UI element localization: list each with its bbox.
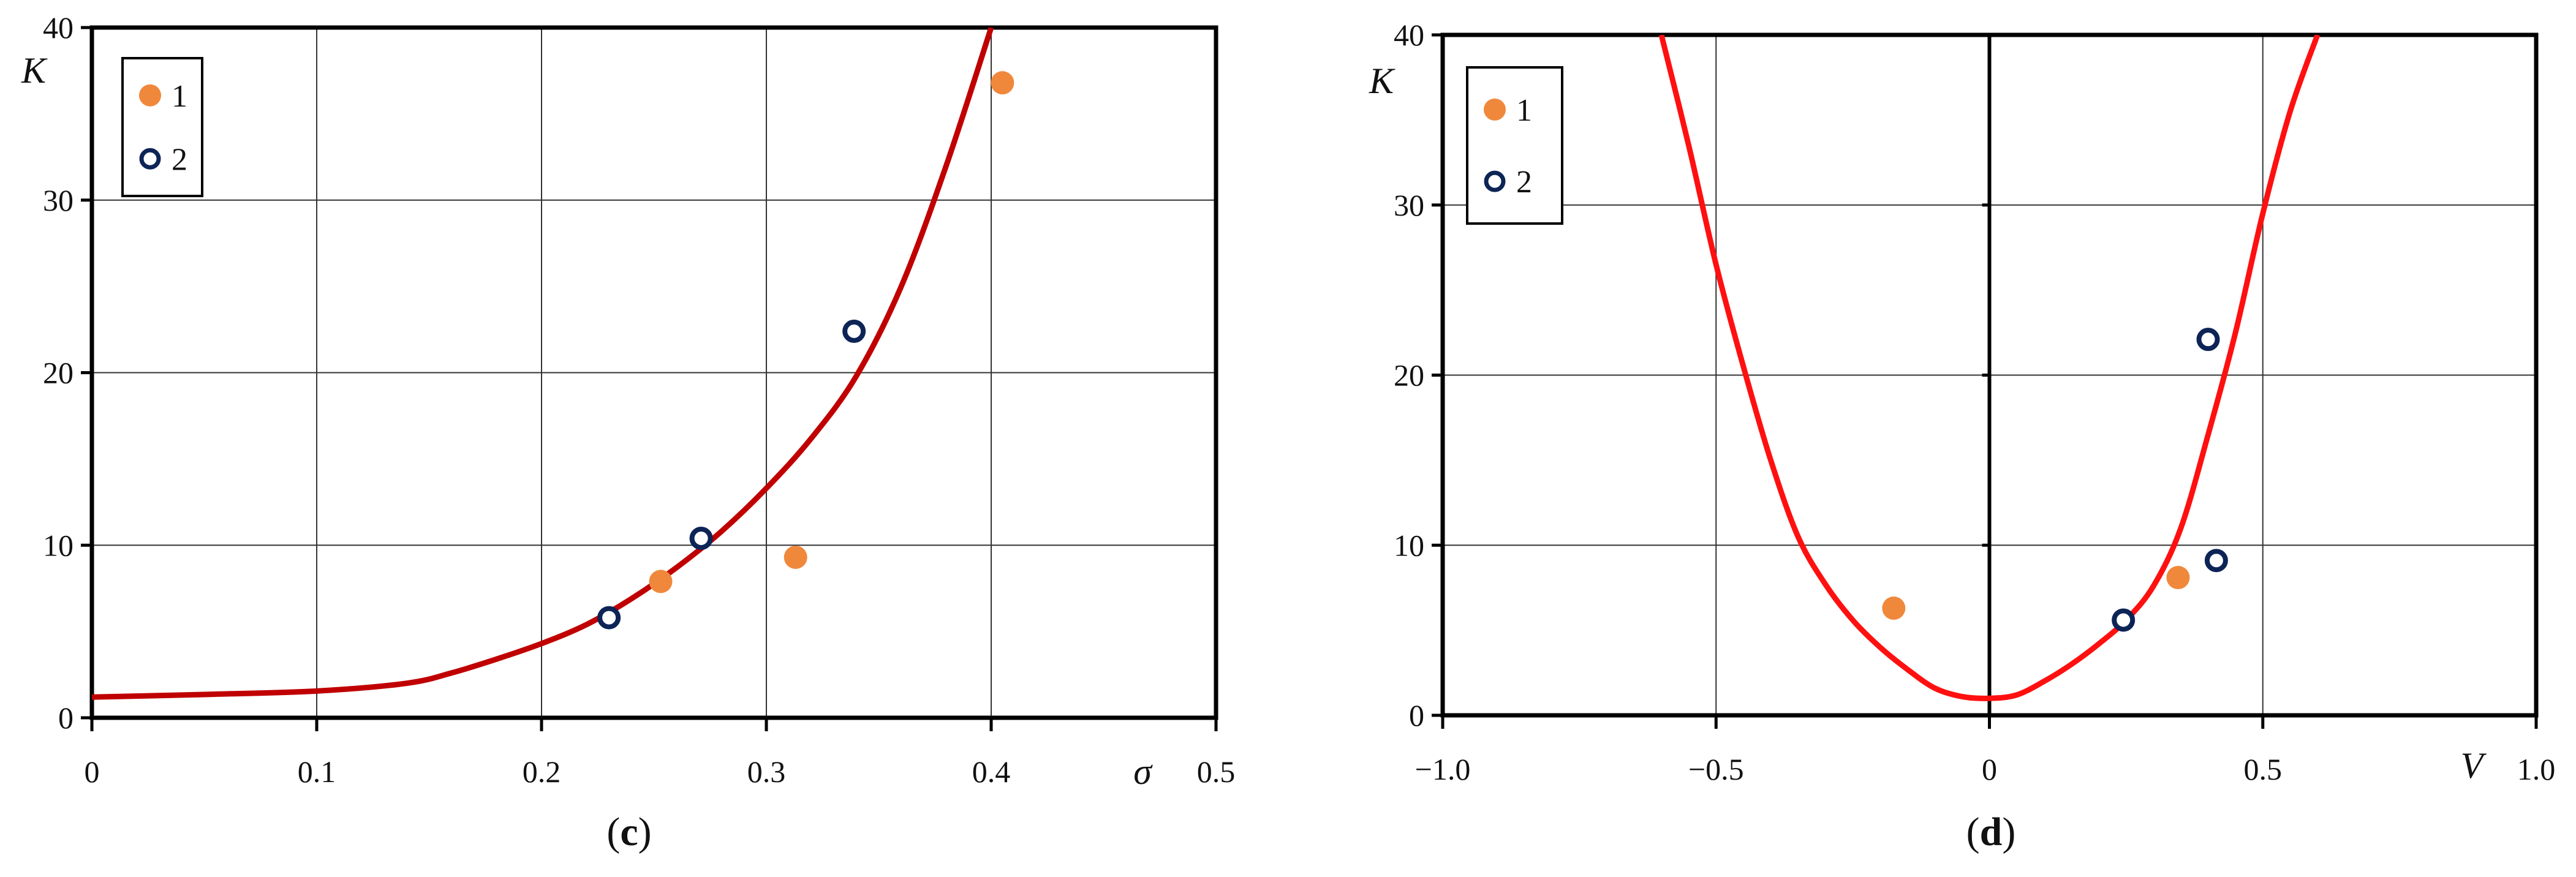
panel-letter: c [620, 810, 638, 854]
panel-label: (d) [1966, 810, 2016, 854]
y-tick-label: 30 [43, 183, 74, 217]
x-axis-label: V [2461, 745, 2487, 786]
series-2-point [2196, 328, 2220, 352]
y-tick-label: 0 [1409, 698, 1424, 732]
legend-label: 1 [1516, 93, 1532, 128]
legend-marker-open [139, 148, 161, 170]
legend: 12 [1466, 66, 1563, 225]
series-1-point [2166, 566, 2190, 590]
legend-box [121, 57, 203, 197]
series-1-point [784, 545, 807, 569]
series-2-point [842, 319, 866, 343]
y-tick-label: 10 [43, 528, 74, 562]
model-curve [1658, 35, 2321, 701]
x-tick-label: −1.0 [1415, 752, 1471, 786]
x-tick-label: 0.1 [298, 755, 336, 789]
x-tick-label: 1.0 [2517, 752, 2556, 786]
x-axis-label: σ [1133, 751, 1153, 792]
series-1-point [649, 570, 673, 593]
y-tick-label: 40 [1394, 18, 1424, 52]
panel-label: (c) [606, 810, 651, 854]
x-tick-label: 0.5 [2244, 752, 2283, 786]
legend-marker-open [1484, 170, 1506, 192]
series-2-point [597, 606, 621, 630]
series-1-point [991, 71, 1014, 95]
y-axis-label: K [1369, 61, 1396, 101]
x-tick-label: 0.4 [972, 755, 1011, 789]
x-tick-label: 0.3 [747, 755, 786, 789]
x-tick-label: 0.2 [523, 755, 561, 789]
series-2-point [2204, 549, 2228, 573]
y-tick-label: 20 [43, 356, 74, 390]
panel-letter: d [1980, 810, 2003, 854]
x-tick-label: 0 [1982, 752, 1997, 786]
y-tick-label: 40 [43, 10, 74, 45]
series-2-point [2112, 608, 2136, 632]
legend-label: 2 [1516, 165, 1532, 200]
legend-box [1466, 66, 1563, 225]
legend: 12 [121, 57, 203, 197]
legend-marker-filled [139, 84, 161, 107]
y-tick-label: 30 [1394, 188, 1424, 222]
legend-label: 1 [172, 79, 187, 114]
legend-marker-filled [1484, 98, 1506, 121]
x-tick-label: 0.5 [1197, 755, 1236, 789]
y-tick-label: 0 [58, 701, 74, 735]
y-tick-label: 20 [1394, 358, 1424, 393]
y-axis-label: K [21, 50, 48, 91]
x-tick-label: −0.5 [1688, 752, 1744, 786]
series-1-point [1882, 597, 1906, 620]
y-tick-label: 10 [1394, 528, 1424, 562]
legend-label: 2 [172, 142, 187, 177]
x-tick-label: 0 [85, 755, 100, 789]
series-2-point [689, 526, 713, 550]
